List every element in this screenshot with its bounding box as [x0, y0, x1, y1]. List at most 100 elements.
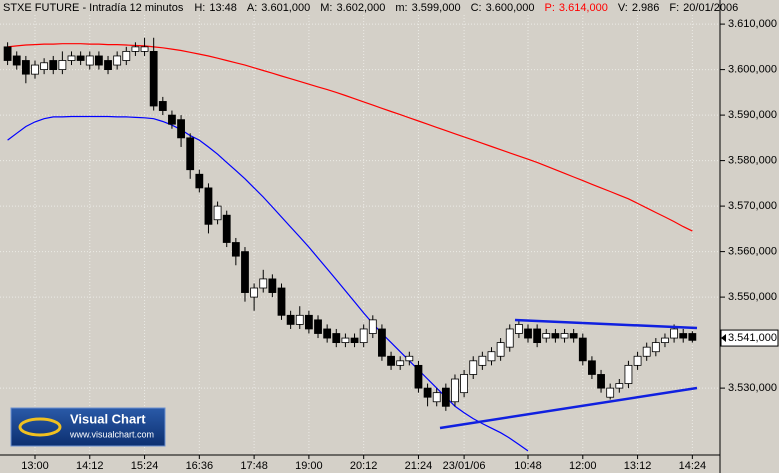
candle-body: [268, 278, 277, 293]
candle-body: [387, 355, 395, 366]
candle-body: [58, 60, 67, 71]
candle-body: [67, 55, 76, 61]
candle-body: [496, 342, 505, 357]
candle-body: [250, 287, 259, 298]
candle-body: [350, 337, 359, 344]
candle-body: [688, 333, 697, 341]
header-label: M:: [320, 2, 332, 14]
y-tick-label: 3.590,000: [728, 109, 777, 121]
candle-body: [533, 328, 542, 344]
x-tick-label: 12:00: [569, 460, 597, 472]
candle-body: [414, 364, 423, 389]
x-tick-label: 21:24: [405, 460, 433, 472]
candle-body: [286, 314, 295, 325]
candle-body: [423, 387, 432, 398]
header-value: 3.601,000: [261, 2, 310, 14]
header-label: A:: [247, 2, 257, 14]
candle-body: [368, 319, 377, 334]
candle-body: [642, 346, 651, 357]
moving-average-line: [7, 43, 693, 232]
x-tick-label: 17:48: [240, 460, 268, 472]
candle-body: [168, 114, 176, 125]
logo-box: [10, 407, 166, 447]
candle-body: [359, 328, 368, 344]
candle-body: [222, 214, 231, 243]
candle-body: [478, 355, 487, 366]
header-label: F:: [669, 2, 679, 14]
header-bar: [0, 0, 720, 15]
candle-body: [140, 46, 149, 52]
candle-body: [231, 242, 240, 257]
x-tick-label: 15:24: [131, 460, 159, 472]
candle-body: [441, 387, 450, 407]
candle-body: [514, 324, 523, 334]
x-tick-label: 13:00: [21, 460, 49, 472]
header-label: V:: [618, 2, 628, 14]
candle-body: [122, 51, 131, 61]
header-label: P:: [545, 2, 555, 14]
candle-body: [213, 205, 222, 221]
header-label: m:: [395, 2, 407, 14]
logo-name: Visual Chart: [70, 411, 146, 426]
candle-body: [396, 360, 405, 366]
x-tick-label: 14:24: [679, 460, 707, 472]
candle-body: [332, 333, 341, 344]
candle-body: [460, 374, 469, 394]
support-trendline: [439, 386, 698, 430]
candle-body: [277, 287, 286, 316]
candle-body: [551, 333, 560, 339]
candle-body: [85, 55, 94, 66]
candle-body: [670, 328, 678, 339]
candle-body: [378, 328, 386, 357]
candle-body: [40, 62, 49, 71]
candle-body: [432, 392, 441, 403]
candle-body: [12, 55, 21, 66]
candle-body: [505, 328, 514, 348]
candle-body: [578, 337, 587, 362]
candle-body: [259, 278, 268, 289]
y-tick-label: 3.610,000: [728, 18, 777, 30]
candle-body: [186, 137, 195, 171]
candle-body: [323, 328, 332, 339]
candle-body: [651, 342, 660, 353]
header-value: 3.614,000: [559, 2, 608, 14]
candle-body: [469, 360, 478, 375]
candle-body: [405, 355, 414, 362]
last-price-arrow: [721, 334, 726, 343]
header-value: 2.986: [632, 2, 660, 14]
candle-body: [195, 173, 204, 189]
y-tick-label: 3.600,000: [728, 64, 777, 76]
y-tick-label: 3.570,000: [728, 200, 777, 212]
candle-body: [104, 60, 112, 71]
candle-body: [615, 383, 624, 389]
header-label: H:: [194, 2, 205, 14]
candle-body: [560, 333, 569, 339]
x-tick-label: 16:36: [186, 460, 214, 472]
candle-body: [21, 60, 30, 75]
chart-title: STXE FUTURE - Intradía 12 minutos: [3, 2, 184, 14]
candle-body: [76, 55, 85, 61]
y-tick-label: 3.530,000: [728, 382, 777, 394]
header-value: 3.600,000: [486, 2, 535, 14]
y-tick-label: 3.580,000: [728, 155, 777, 167]
candle-body: [113, 55, 122, 66]
candle-body: [597, 374, 605, 389]
candle-body: [624, 364, 633, 384]
x-tick-label: 19:00: [295, 460, 323, 472]
candle-body: [177, 119, 185, 139]
x-tick-label: 14:12: [76, 460, 104, 472]
candle-body: [569, 333, 578, 339]
candle-body: [314, 319, 322, 334]
header-value: 20/01/2006: [683, 2, 738, 14]
candle-body: [661, 337, 669, 344]
candle-body: [542, 333, 551, 339]
header-label: C:: [471, 2, 482, 14]
resistance-trendline: [514, 318, 698, 330]
candle-body: [295, 314, 304, 325]
candle-body: [588, 360, 596, 375]
candle-body: [679, 333, 688, 339]
candle-body: [304, 314, 313, 330]
header-value: 13:48: [209, 2, 237, 14]
